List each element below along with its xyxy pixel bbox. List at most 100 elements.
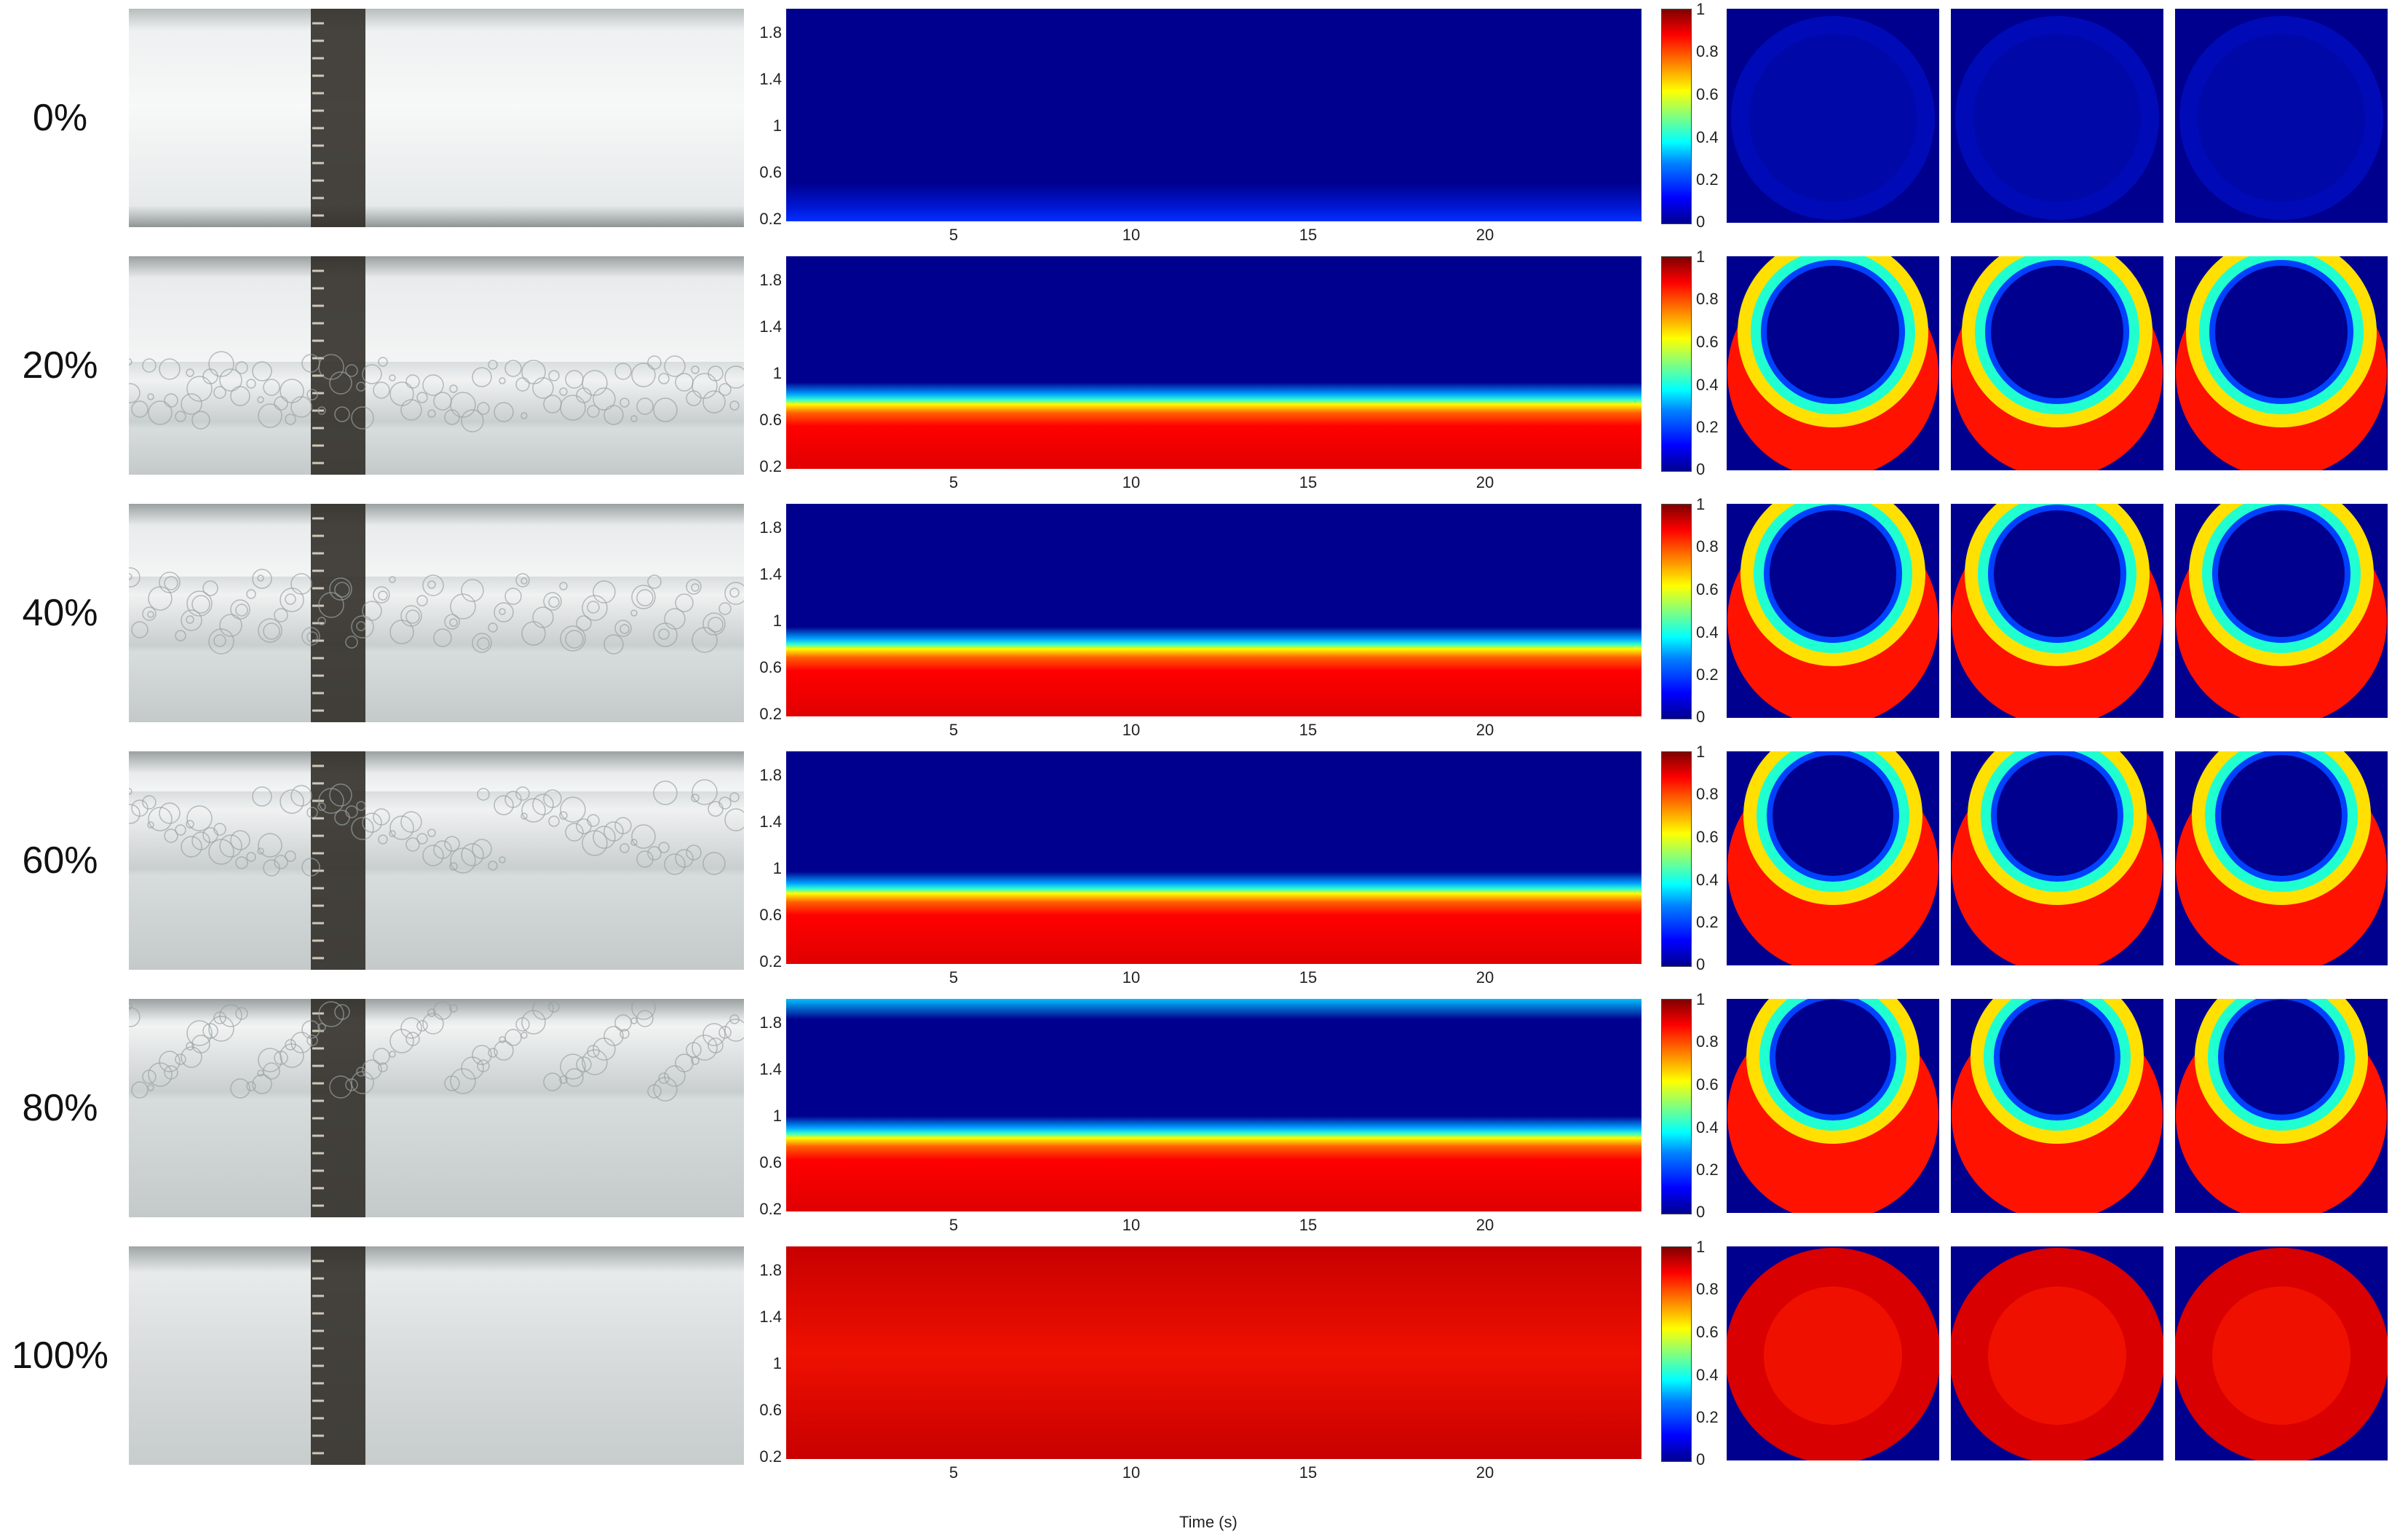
cross-section-image (1951, 1246, 2163, 1460)
bubble (532, 794, 554, 815)
y-tick-label: 1 (772, 1107, 782, 1125)
fill-percentage-label: 80% (22, 1087, 98, 1129)
y-tick-label: 1.8 (759, 518, 782, 537)
cross-section-image (1951, 999, 2163, 1213)
bubble (202, 368, 218, 384)
bubble (631, 363, 656, 387)
bubble (444, 836, 460, 852)
bubble (252, 361, 272, 381)
bubble (691, 794, 700, 802)
bubble (378, 834, 388, 845)
bubble (252, 569, 272, 589)
bubble (181, 393, 202, 415)
x-axis-title: Time (s) (1179, 1513, 1237, 1531)
x-tick-label: 20 (1476, 1216, 1494, 1234)
y-tick-label: 1.4 (759, 565, 782, 583)
cross-section-drawing (2179, 16, 2383, 220)
bubble (504, 588, 522, 605)
bubble (258, 1048, 282, 1072)
bubble (131, 621, 148, 638)
bubble (400, 1017, 422, 1039)
bubble (686, 579, 702, 595)
colorbar-tick-label: 0.8 (1696, 1032, 1719, 1051)
bubble (389, 830, 396, 837)
fill-percentage-label: 20% (22, 344, 98, 387)
y-tick-label: 1.4 (759, 70, 782, 88)
bubble (565, 630, 584, 649)
y-tick-label: 1.8 (759, 1013, 782, 1032)
y-tick-label: 1.8 (759, 23, 782, 41)
colorbar-tick-label: 0.2 (1696, 418, 1719, 436)
cross-section-image (2175, 504, 2388, 718)
bubble (565, 823, 584, 842)
bubble (290, 573, 312, 595)
figure-row: 40% 1.8 1.4 1 0.6 0.2 5 10 15 20 1 0.8 0.6 0.4 0.2 0 (0, 495, 2408, 739)
bubble (246, 379, 256, 389)
tape-measure (311, 999, 365, 1217)
y-tick-label: 0.2 (759, 705, 782, 723)
figure-row: 0% 1.8 1.4 1 0.6 0.2 5 10 15 20 1 0.8 0.6 0.4 0.2 0 (0, 0, 2408, 244)
bubble (400, 811, 422, 833)
colorbar-tick-label: 0 (1696, 708, 1706, 726)
pipe-center (2212, 1286, 2350, 1425)
bubble (515, 377, 530, 392)
bubble (389, 1051, 396, 1058)
bubble (548, 1001, 560, 1013)
bubble (422, 845, 444, 866)
y-tick-label: 0.6 (759, 658, 782, 676)
bubble (416, 1020, 428, 1032)
cross-section-image (2175, 999, 2388, 1213)
bubble (159, 802, 181, 824)
bubble (692, 779, 718, 805)
tape-measure (311, 751, 365, 970)
colorbar-tick-label: 0.8 (1696, 1280, 1719, 1298)
y-tick-label: 0.2 (759, 1447, 782, 1466)
bubble (472, 1045, 492, 1065)
bubble (129, 567, 140, 588)
bubble (449, 384, 458, 393)
bubble (257, 574, 264, 582)
bubble (619, 1029, 630, 1039)
bubble (532, 999, 554, 1020)
bubble (692, 373, 718, 399)
bubble (504, 360, 522, 377)
bubble (675, 593, 694, 612)
figure-row: 80% 1.8 1.4 1 0.6 0.2 5 10 15 20 1 0.8 0.6 0.4 0.2 0 (0, 990, 2408, 1234)
bubble (691, 365, 700, 374)
bubble (147, 393, 154, 400)
bubble (301, 627, 320, 646)
bubble (148, 400, 173, 425)
bubble (675, 849, 694, 868)
bubble (186, 1020, 213, 1046)
bubble (433, 840, 452, 859)
cross-section-drawing (1952, 751, 2163, 965)
bubble (427, 1008, 436, 1017)
colorbar-tick-label: 0 (1696, 1450, 1706, 1468)
bubble (235, 1007, 248, 1020)
colorbar-tick-label: 0.6 (1696, 1323, 1719, 1341)
x-tick-label: 20 (1476, 1463, 1494, 1482)
cross-section-drawing (1952, 504, 2163, 718)
bubble (619, 624, 630, 634)
bubble (494, 1040, 514, 1061)
bubble (450, 392, 476, 418)
bubble (373, 381, 390, 399)
bubble (449, 862, 458, 871)
cross-section-image (2175, 1246, 2388, 1460)
cross-section-image (1727, 751, 1939, 965)
bubble (252, 786, 272, 807)
bubble (246, 852, 256, 862)
gas-core (1991, 266, 2123, 398)
bubble (718, 383, 732, 396)
bubble (521, 360, 546, 384)
bubble (208, 351, 234, 377)
bubble (405, 837, 420, 852)
pipe-photo (129, 9, 744, 227)
bubble (619, 843, 630, 853)
bubble (691, 583, 700, 592)
bubble (317, 1023, 326, 1032)
bubble (318, 592, 344, 618)
bubble (450, 1068, 476, 1094)
colorbar-tick-label: 0.8 (1696, 537, 1719, 556)
pipe-core (2198, 34, 2365, 202)
